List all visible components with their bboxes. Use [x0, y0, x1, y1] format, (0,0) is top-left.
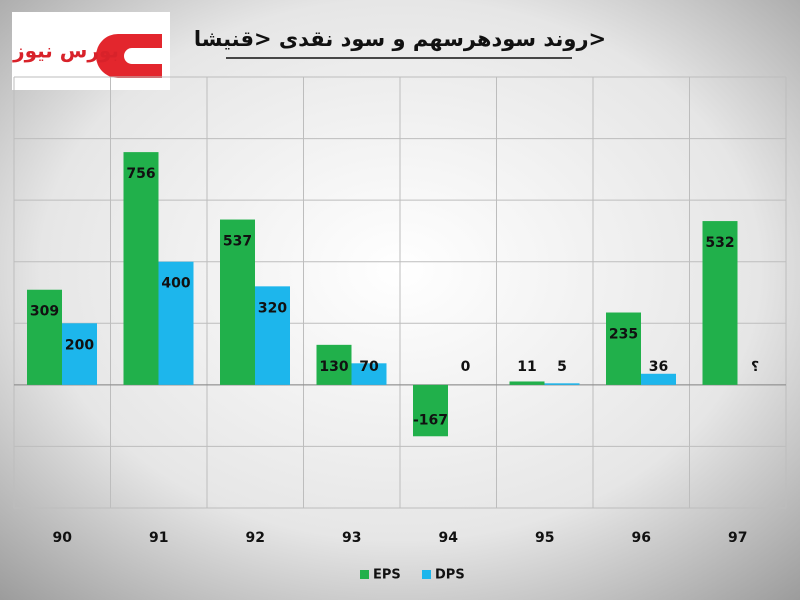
legend-label: DPS	[435, 568, 465, 583]
legend-swatch	[360, 570, 369, 579]
data-label: 320	[258, 300, 287, 316]
data-label: 0	[461, 359, 471, 375]
data-label: 532	[705, 235, 734, 251]
x-tick-label: 92	[246, 530, 265, 546]
data-label: 130	[319, 359, 348, 375]
x-tick-label: 95	[535, 530, 554, 546]
bar	[544, 383, 580, 385]
data-label: 70	[359, 359, 379, 375]
chart-title: روند سودهرسهم و سود نقدی <قنیشا>	[194, 27, 606, 51]
bar	[158, 261, 194, 385]
legend-swatch	[422, 570, 431, 579]
data-label: 537	[223, 234, 252, 250]
x-tick-label: 90	[53, 530, 73, 546]
data-label: 200	[65, 337, 94, 353]
bar	[702, 221, 738, 385]
x-tick-label: 97	[728, 530, 747, 546]
data-label: 5	[557, 359, 567, 375]
data-label: 36	[649, 359, 668, 375]
x-tick-label: 96	[632, 530, 651, 546]
logo-text: بورس نیوز	[12, 39, 119, 63]
bar	[413, 384, 448, 437]
data-label: 400	[161, 276, 190, 292]
data-label: ؟	[751, 359, 759, 375]
logo-icon	[96, 34, 162, 78]
bar	[255, 286, 290, 385]
logo: بورس نیوز	[12, 12, 170, 90]
data-label: -167	[413, 412, 448, 428]
bar	[220, 219, 255, 385]
data-label: 235	[609, 327, 638, 343]
bar	[123, 152, 159, 385]
data-label: 756	[126, 166, 155, 182]
x-tick-label: 91	[149, 530, 168, 546]
bar	[606, 312, 641, 385]
x-tick-label: 94	[439, 530, 459, 546]
data-label: 309	[30, 304, 59, 320]
bar	[27, 289, 62, 385]
data-label: 11	[517, 359, 536, 375]
x-tick-label: 93	[342, 530, 361, 546]
bar	[62, 323, 97, 385]
legend-label: EPS	[373, 568, 401, 583]
bar	[509, 381, 545, 385]
bar	[641, 373, 676, 385]
bar	[316, 344, 352, 385]
bar	[351, 363, 387, 385]
